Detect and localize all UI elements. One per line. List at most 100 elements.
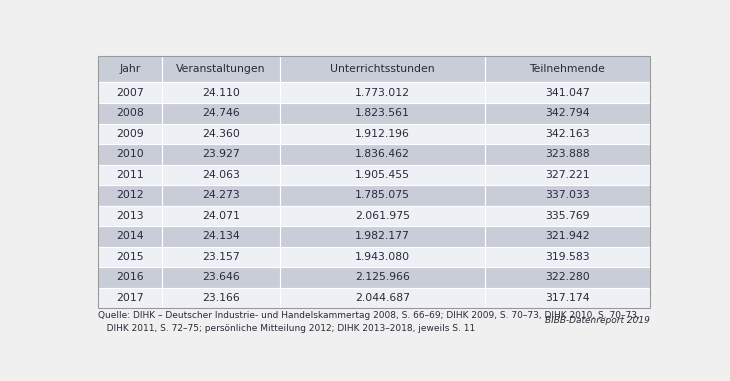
Bar: [161, 288, 280, 308]
Text: Unterrichtsstunden: Unterrichtsstunden: [330, 64, 435, 74]
Text: 1.912.196: 1.912.196: [355, 129, 410, 139]
Text: 24.273: 24.273: [202, 190, 239, 200]
Text: 342.163: 342.163: [545, 129, 590, 139]
Bar: [280, 288, 485, 308]
Text: 23.166: 23.166: [202, 293, 239, 303]
Bar: [280, 267, 485, 288]
Text: 342.794: 342.794: [545, 108, 590, 118]
Bar: [161, 103, 280, 123]
Text: 1.773.012: 1.773.012: [355, 88, 410, 98]
Bar: [98, 82, 161, 103]
Bar: [280, 247, 485, 267]
Bar: [161, 123, 280, 144]
Text: 2007: 2007: [116, 88, 144, 98]
Text: 2010: 2010: [116, 149, 144, 159]
Bar: [98, 56, 650, 308]
Bar: [161, 226, 280, 247]
Text: DIHK 2011, S. 72–75; persönliche Mitteilung 2012; DIHK 2013–2018, jeweils S. 11: DIHK 2011, S. 72–75; persönliche Mitteil…: [98, 324, 475, 333]
Text: Teilnehmende: Teilnehmende: [529, 64, 605, 74]
Bar: [98, 206, 161, 226]
Text: 1.836.462: 1.836.462: [355, 149, 410, 159]
Bar: [485, 56, 650, 82]
Bar: [161, 185, 280, 206]
Text: 2009: 2009: [116, 129, 144, 139]
Text: 24.063: 24.063: [202, 170, 240, 180]
Bar: [485, 267, 650, 288]
Text: 323.888: 323.888: [545, 149, 590, 159]
Text: 2015: 2015: [116, 252, 144, 262]
Text: 321.942: 321.942: [545, 231, 590, 242]
Text: 2016: 2016: [116, 272, 144, 282]
Text: 23.927: 23.927: [202, 149, 239, 159]
Bar: [161, 267, 280, 288]
Text: 2.125.966: 2.125.966: [355, 272, 410, 282]
Bar: [485, 226, 650, 247]
Text: 319.583: 319.583: [545, 252, 590, 262]
Bar: [98, 247, 161, 267]
Text: 1.943.080: 1.943.080: [355, 252, 410, 262]
Bar: [485, 165, 650, 185]
Text: Veranstaltungen: Veranstaltungen: [176, 64, 266, 74]
Bar: [280, 185, 485, 206]
Bar: [485, 185, 650, 206]
Text: 24.110: 24.110: [202, 88, 240, 98]
Text: 24.360: 24.360: [202, 129, 240, 139]
Bar: [485, 247, 650, 267]
Text: 1.823.561: 1.823.561: [355, 108, 410, 118]
Bar: [485, 103, 650, 123]
Text: 2017: 2017: [116, 293, 144, 303]
Text: BIBB-Datenreport 2019: BIBB-Datenreport 2019: [545, 315, 650, 325]
Bar: [98, 226, 161, 247]
Bar: [280, 165, 485, 185]
Text: 2011: 2011: [116, 170, 144, 180]
Bar: [485, 206, 650, 226]
Text: 24.134: 24.134: [202, 231, 239, 242]
Text: Jahr: Jahr: [119, 64, 140, 74]
Bar: [98, 144, 161, 165]
Bar: [280, 123, 485, 144]
Bar: [161, 165, 280, 185]
Bar: [98, 267, 161, 288]
Bar: [98, 288, 161, 308]
Bar: [485, 82, 650, 103]
Bar: [280, 206, 485, 226]
Bar: [280, 226, 485, 247]
Text: 2012: 2012: [116, 190, 144, 200]
Bar: [98, 165, 161, 185]
Bar: [485, 288, 650, 308]
Text: 23.157: 23.157: [202, 252, 239, 262]
Bar: [280, 103, 485, 123]
Bar: [485, 123, 650, 144]
Text: 2008: 2008: [116, 108, 144, 118]
Bar: [280, 56, 485, 82]
Bar: [161, 56, 280, 82]
Text: 2.061.975: 2.061.975: [355, 211, 410, 221]
Bar: [161, 82, 280, 103]
Text: 24.746: 24.746: [202, 108, 239, 118]
Text: Quelle: DIHK – Deutscher Industrie- und Handelskammertag 2008, S. 66–69; DIHK 20: Quelle: DIHK – Deutscher Industrie- und …: [98, 311, 639, 320]
Bar: [98, 103, 161, 123]
Text: 1.785.075: 1.785.075: [355, 190, 410, 200]
Text: 337.033: 337.033: [545, 190, 590, 200]
Text: 24.071: 24.071: [202, 211, 240, 221]
Bar: [280, 144, 485, 165]
Text: 335.769: 335.769: [545, 211, 590, 221]
Bar: [280, 82, 485, 103]
Bar: [161, 206, 280, 226]
Bar: [98, 56, 161, 82]
Text: 1.905.455: 1.905.455: [355, 170, 410, 180]
Text: 317.174: 317.174: [545, 293, 590, 303]
Bar: [161, 144, 280, 165]
Text: 2013: 2013: [116, 211, 144, 221]
Text: 327.221: 327.221: [545, 170, 590, 180]
Text: 322.280: 322.280: [545, 272, 590, 282]
Text: 1.982.177: 1.982.177: [355, 231, 410, 242]
Bar: [98, 185, 161, 206]
Text: 341.047: 341.047: [545, 88, 590, 98]
Bar: [161, 247, 280, 267]
Bar: [485, 144, 650, 165]
Text: 2014: 2014: [116, 231, 144, 242]
Bar: [98, 123, 161, 144]
Text: 23.646: 23.646: [202, 272, 239, 282]
Text: 2.044.687: 2.044.687: [355, 293, 410, 303]
